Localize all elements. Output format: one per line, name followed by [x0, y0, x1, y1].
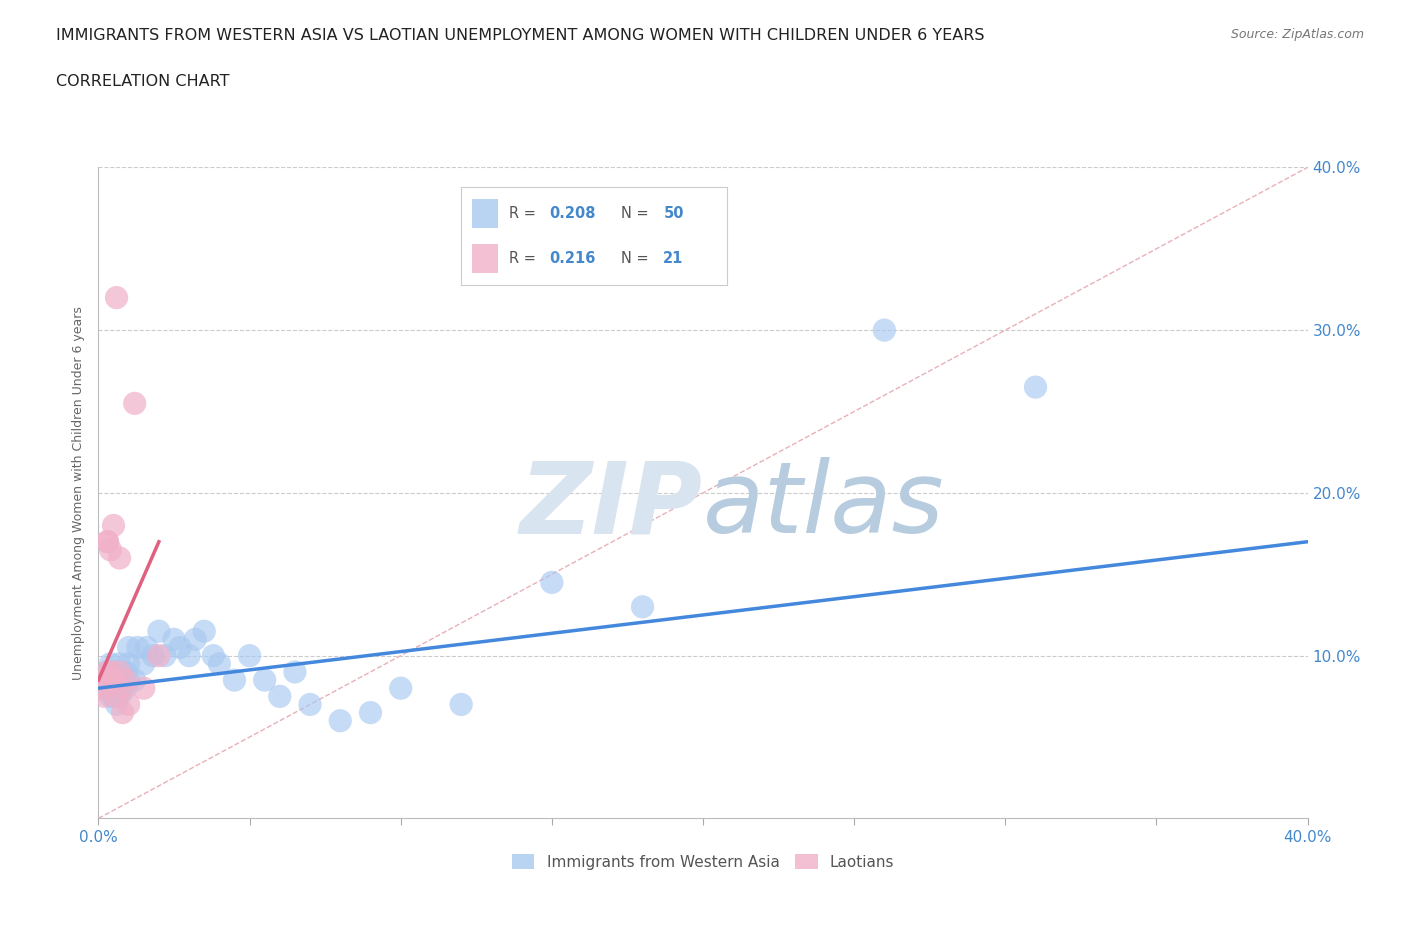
- Point: [360, 705, 382, 720]
- Point: [111, 665, 134, 680]
- Point: [389, 681, 412, 696]
- Point: [103, 672, 125, 687]
- Point: [93, 672, 115, 687]
- Point: [100, 689, 122, 704]
- Point: [253, 672, 276, 687]
- Point: [224, 672, 246, 687]
- Point: [127, 640, 149, 655]
- Point: [108, 657, 131, 671]
- Point: [169, 640, 191, 655]
- Point: [96, 534, 118, 549]
- Point: [132, 657, 155, 671]
- Point: [105, 665, 128, 680]
- Point: [202, 648, 225, 663]
- Point: [329, 713, 352, 728]
- Point: [179, 648, 201, 663]
- Point: [269, 689, 291, 704]
- Text: Source: ZipAtlas.com: Source: ZipAtlas.com: [1230, 28, 1364, 41]
- Point: [163, 632, 186, 647]
- Point: [148, 648, 170, 663]
- Point: [100, 665, 122, 680]
- Point: [873, 323, 896, 338]
- Y-axis label: Unemployment Among Women with Children Under 6 years: Unemployment Among Women with Children U…: [72, 306, 86, 680]
- Point: [105, 681, 128, 696]
- Point: [135, 640, 157, 655]
- Point: [208, 657, 231, 671]
- Point: [148, 624, 170, 639]
- Point: [124, 396, 146, 411]
- Point: [105, 689, 128, 704]
- Point: [90, 681, 112, 696]
- Text: ZIP: ZIP: [520, 458, 703, 554]
- Point: [103, 518, 125, 533]
- Point: [114, 665, 136, 680]
- Point: [239, 648, 262, 663]
- Point: [108, 689, 131, 704]
- Text: IMMIGRANTS FROM WESTERN ASIA VS LAOTIAN UNEMPLOYMENT AMONG WOMEN WITH CHILDREN U: IMMIGRANTS FROM WESTERN ASIA VS LAOTIAN …: [56, 28, 984, 43]
- Point: [631, 600, 654, 615]
- Point: [93, 672, 115, 687]
- Point: [111, 681, 134, 696]
- Point: [100, 542, 122, 557]
- Point: [111, 681, 134, 696]
- Point: [153, 648, 176, 663]
- Text: CORRELATION CHART: CORRELATION CHART: [56, 74, 229, 89]
- Point: [118, 640, 141, 655]
- Point: [103, 665, 125, 680]
- Point: [103, 689, 125, 704]
- Point: [142, 648, 165, 663]
- Point: [118, 672, 141, 687]
- Point: [100, 657, 122, 671]
- Point: [108, 665, 131, 680]
- Legend: Immigrants from Western Asia, Laotians: Immigrants from Western Asia, Laotians: [505, 847, 901, 876]
- Point: [132, 681, 155, 696]
- Point: [124, 672, 146, 687]
- Point: [1024, 379, 1046, 394]
- Point: [284, 665, 307, 680]
- Point: [96, 665, 118, 680]
- Point: [103, 672, 125, 687]
- Point: [118, 657, 141, 671]
- Point: [114, 672, 136, 687]
- Point: [114, 681, 136, 696]
- Point: [96, 665, 118, 680]
- Point: [184, 632, 207, 647]
- Point: [193, 624, 215, 639]
- Text: atlas: atlas: [703, 458, 945, 554]
- Point: [540, 575, 562, 590]
- Point: [450, 698, 472, 712]
- Point: [93, 689, 115, 704]
- Point: [105, 290, 128, 305]
- Point: [96, 534, 118, 549]
- Point: [108, 672, 131, 687]
- Point: [96, 681, 118, 696]
- Point: [111, 705, 134, 720]
- Point: [118, 698, 141, 712]
- Point: [105, 698, 128, 712]
- Point: [108, 551, 131, 565]
- Point: [111, 672, 134, 687]
- Point: [299, 698, 322, 712]
